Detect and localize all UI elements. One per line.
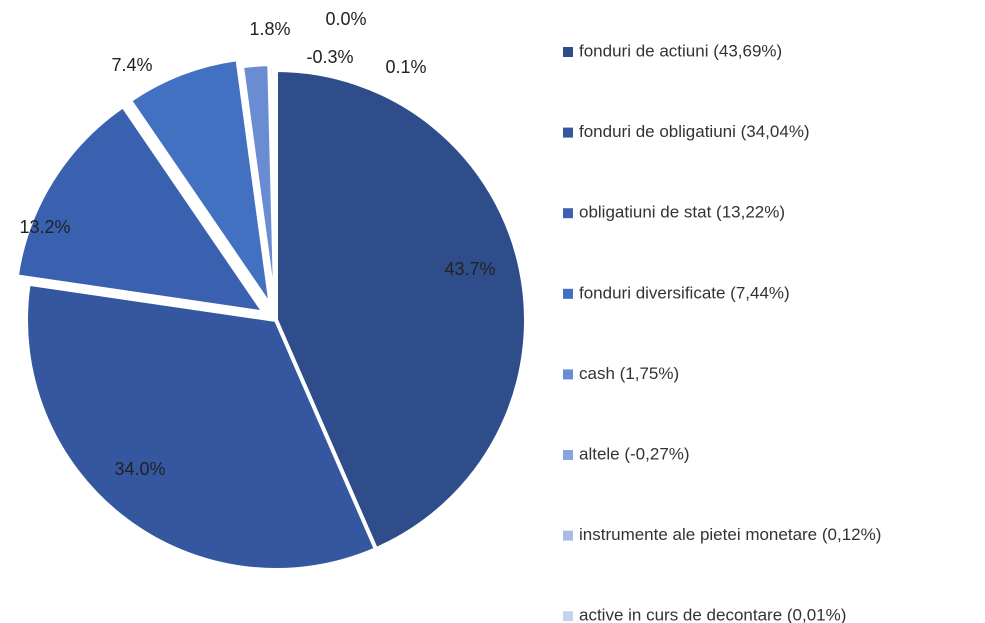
legend-swatch (563, 288, 573, 299)
data-label: 0.1% (385, 57, 426, 77)
legend-swatch (563, 450, 573, 460)
pie-slice (274, 67, 528, 552)
data-label: 43.7% (444, 259, 495, 279)
legend-label: altele (-0,27%) (579, 444, 690, 463)
data-label: 0.0% (325, 9, 366, 29)
legend-swatch (563, 208, 573, 219)
data-label: 1.8% (249, 19, 290, 39)
legend-swatch (563, 530, 573, 541)
legend-label: active in curs de decontare (0,01%) (579, 606, 846, 623)
legend-label: obligatiuni de stat (13,22%) (579, 203, 785, 222)
legend-swatch (563, 47, 573, 57)
legend-swatch (563, 369, 573, 380)
legend-label: fonduri de actiuni (43,69%) (579, 41, 782, 60)
data-label: 13.2% (19, 217, 70, 237)
legend-label: fonduri de obligatiuni (34,04%) (579, 122, 810, 141)
data-label: 7.4% (111, 55, 152, 75)
legend-swatch (563, 611, 573, 622)
pie-slice (127, 56, 273, 309)
legend-swatch (563, 127, 573, 138)
data-label: 34.0% (114, 459, 165, 479)
legend-label: cash (1,75%) (579, 364, 679, 383)
pie-slice (24, 281, 379, 572)
legend-label: fonduri diversificate (7,44%) (579, 283, 790, 302)
pie-slice (14, 103, 269, 316)
legend-label: instrumente ale pietei monetare (0,12%) (579, 525, 881, 544)
data-label: -0.3% (306, 47, 353, 67)
